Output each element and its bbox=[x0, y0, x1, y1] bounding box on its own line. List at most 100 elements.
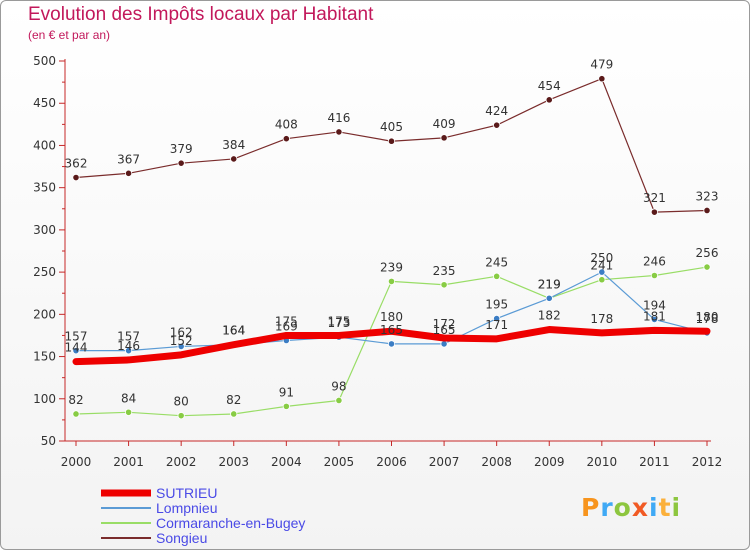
data-point bbox=[387, 277, 396, 285]
legend-label: Lompnieu bbox=[156, 500, 218, 516]
data-label: 169 bbox=[275, 320, 298, 334]
series-line-sutrieu bbox=[72, 326, 711, 366]
data-label: 245 bbox=[485, 255, 508, 269]
data-point bbox=[387, 137, 396, 145]
data-label: 195 bbox=[485, 298, 508, 312]
data-point bbox=[493, 314, 501, 323]
data-point bbox=[598, 75, 606, 83]
data-label: 239 bbox=[380, 260, 403, 274]
data-point bbox=[177, 412, 185, 420]
data-label: 321 bbox=[643, 191, 666, 205]
data-label: 162 bbox=[170, 325, 193, 339]
logo-letter: x bbox=[631, 493, 649, 522]
data-point bbox=[650, 208, 659, 216]
x-tick-label: 2007 bbox=[429, 455, 460, 469]
data-label: 362 bbox=[65, 157, 88, 171]
data-point bbox=[650, 271, 659, 280]
data-label: 323 bbox=[696, 189, 719, 203]
data-label: 165 bbox=[433, 323, 456, 337]
data-label: 180 bbox=[380, 310, 403, 324]
data-point bbox=[124, 347, 133, 355]
data-point bbox=[177, 159, 185, 167]
data-label: 256 bbox=[696, 246, 719, 260]
x-tick-label: 2004 bbox=[271, 455, 302, 469]
data-point bbox=[493, 272, 501, 280]
data-label: 175 bbox=[275, 314, 298, 328]
data-point bbox=[177, 342, 185, 351]
data-point bbox=[545, 96, 553, 104]
data-label: 246 bbox=[643, 254, 666, 268]
legend-label: Songieu bbox=[156, 530, 207, 546]
data-point bbox=[440, 281, 448, 289]
logo-letter: t bbox=[658, 493, 672, 522]
x-tick-label: 2006 bbox=[376, 455, 407, 469]
data-point bbox=[282, 402, 290, 410]
data-label: 178 bbox=[590, 312, 613, 326]
logo-letter: i bbox=[671, 493, 682, 522]
y-tick-label: 150 bbox=[33, 350, 56, 364]
data-label: 409 bbox=[433, 117, 456, 131]
data-point bbox=[545, 294, 553, 302]
data-label: 219 bbox=[538, 277, 561, 291]
data-point bbox=[493, 121, 501, 129]
data-point bbox=[598, 276, 606, 284]
proxiti-logo: Proxiti bbox=[581, 493, 681, 522]
data-label: 405 bbox=[380, 120, 403, 134]
data-label: 84 bbox=[121, 391, 136, 405]
data-point bbox=[335, 128, 343, 136]
legend-label: SUTRIEU bbox=[156, 485, 217, 501]
data-label: 367 bbox=[117, 152, 140, 166]
data-label: 171 bbox=[485, 318, 508, 332]
data-label: 181 bbox=[643, 309, 666, 323]
x-tick-label: 2000 bbox=[61, 455, 92, 469]
data-point bbox=[72, 410, 80, 418]
data-point bbox=[440, 134, 448, 142]
data-label: 80 bbox=[174, 395, 189, 409]
data-label: 82 bbox=[68, 393, 83, 407]
data-point bbox=[230, 155, 238, 163]
data-label: 479 bbox=[590, 58, 613, 72]
data-label: 235 bbox=[433, 264, 456, 278]
x-tick-label: 2010 bbox=[587, 455, 618, 469]
data-label: 454 bbox=[538, 79, 561, 93]
data-label: 194 bbox=[643, 298, 666, 312]
x-tick-label: 2001 bbox=[113, 455, 144, 469]
y-tick-label: 400 bbox=[33, 138, 56, 152]
data-label: 408 bbox=[275, 118, 298, 132]
data-label: 384 bbox=[222, 138, 245, 152]
data-point bbox=[230, 410, 238, 418]
data-label: 82 bbox=[226, 393, 241, 407]
x-tick-label: 2011 bbox=[639, 455, 670, 469]
y-tick-label: 200 bbox=[33, 307, 56, 321]
data-point bbox=[703, 263, 711, 271]
data-label: 178 bbox=[696, 312, 719, 326]
data-label: 219 bbox=[538, 277, 561, 291]
legend-label: Cormaranche-en-Bugey bbox=[156, 515, 305, 531]
data-label: 424 bbox=[485, 104, 508, 118]
data-point bbox=[124, 408, 133, 416]
data-label: 152 bbox=[170, 334, 193, 348]
data-point bbox=[598, 268, 606, 276]
x-tick-label: 2012 bbox=[692, 455, 723, 469]
x-tick-label: 2009 bbox=[534, 455, 565, 469]
data-point bbox=[650, 315, 659, 323]
data-point bbox=[440, 340, 448, 348]
data-label: 91 bbox=[279, 385, 294, 399]
data-label: 173 bbox=[327, 316, 350, 330]
x-tick-label: 2003 bbox=[218, 455, 249, 469]
data-label: 157 bbox=[117, 330, 140, 344]
y-tick-label: 450 bbox=[33, 96, 56, 110]
y-tick-label: 100 bbox=[33, 392, 56, 406]
y-tick-label: 300 bbox=[33, 223, 56, 237]
logo-letter: P bbox=[581, 493, 601, 522]
data-label: 146 bbox=[117, 339, 140, 353]
data-label: 241 bbox=[590, 259, 613, 273]
y-tick-label: 50 bbox=[41, 434, 56, 448]
y-tick-label: 500 bbox=[33, 54, 56, 68]
data-label: 250 bbox=[590, 251, 613, 265]
chart-title: Evolution des Impôts locaux par Habitant bbox=[28, 4, 374, 25]
data-label: 182 bbox=[538, 309, 561, 323]
data-point bbox=[72, 173, 80, 182]
